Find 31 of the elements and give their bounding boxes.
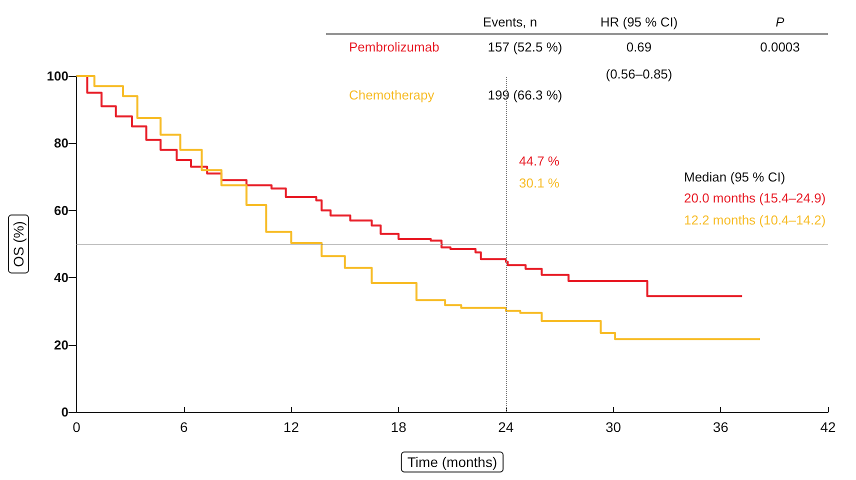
x-tick-label: 0 bbox=[72, 419, 81, 435]
annotation: 44.7 % bbox=[519, 154, 560, 168]
text: Pembrolizumab bbox=[349, 40, 440, 54]
text: P bbox=[776, 14, 785, 30]
x-tick-label: 12 bbox=[283, 419, 300, 435]
annotation: (0.56–0.85) bbox=[606, 66, 672, 82]
annotation: 12.2 months (10.4–14.2) bbox=[684, 212, 826, 228]
annotation: 20.0 months (15.4–24.9) bbox=[684, 190, 826, 206]
text: 0.69 bbox=[626, 40, 652, 54]
y-tick-label: 40 bbox=[54, 270, 68, 286]
y-tick-label: 80 bbox=[54, 136, 68, 151]
x-tick-label: 6 bbox=[180, 419, 188, 435]
y-tick-label: 0 bbox=[61, 404, 68, 420]
text: Chemotherapy bbox=[349, 88, 435, 102]
text: 157 (52.5 %) bbox=[488, 40, 562, 54]
x-tick-label: 42 bbox=[820, 419, 836, 435]
y-tick-label: 20 bbox=[54, 337, 68, 352]
y-tick-label: 100 bbox=[46, 68, 68, 84]
y-axis-title: OS (%) bbox=[10, 221, 26, 267]
x-tick-label: 36 bbox=[712, 419, 729, 435]
annotation: Median (95 % CI) bbox=[684, 170, 786, 184]
y-tick-label: 60 bbox=[54, 202, 68, 218]
annotation: 30.1 % bbox=[519, 176, 560, 190]
x-tick-label: 24 bbox=[498, 419, 514, 435]
x-tick-label: 30 bbox=[605, 419, 622, 435]
text: 0.0003 bbox=[760, 40, 800, 54]
text: Events, n bbox=[482, 14, 538, 30]
x-tick-label: 18 bbox=[390, 419, 407, 435]
annotation: 199 (66.3 %) bbox=[488, 88, 562, 102]
x-axis-title: Time (months) bbox=[407, 454, 498, 470]
text: HR (95 % CI) bbox=[600, 14, 678, 30]
